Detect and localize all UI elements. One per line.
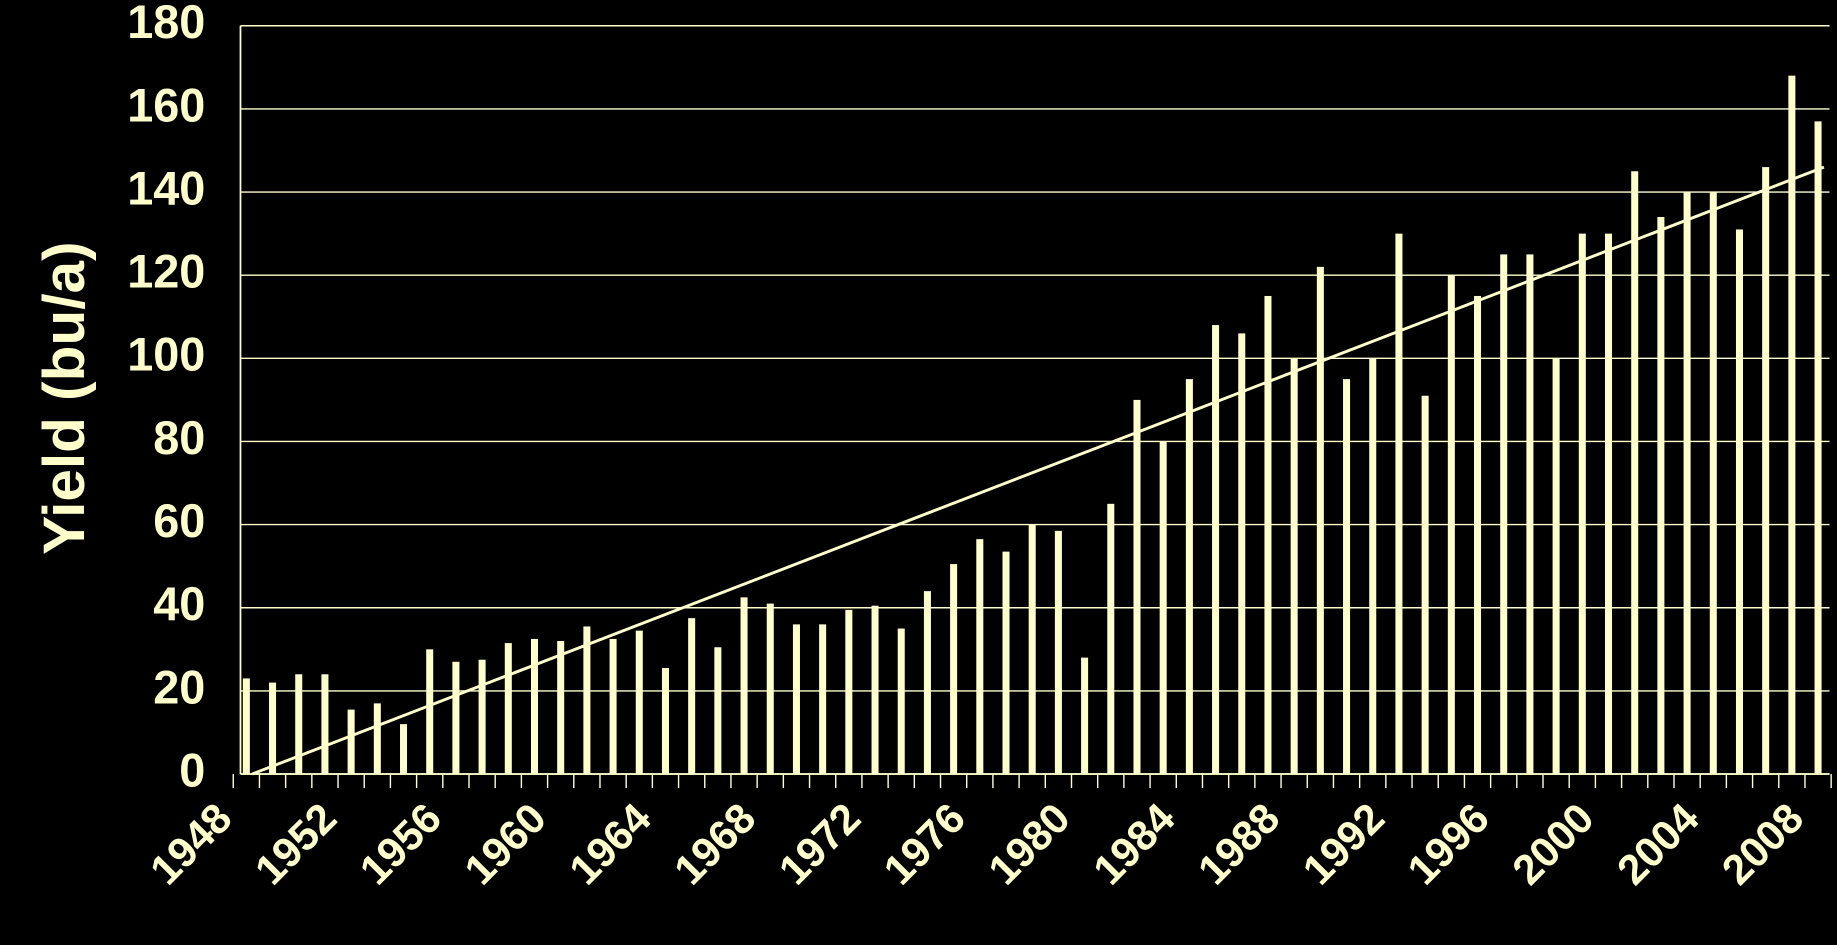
bar	[661, 668, 669, 775]
bar	[1762, 167, 1770, 775]
bar	[1552, 358, 1560, 775]
y-tick-label: 80	[153, 412, 205, 464]
bar	[1604, 233, 1613, 775]
bar	[1212, 325, 1220, 775]
bar	[1709, 192, 1717, 775]
bar	[688, 618, 696, 775]
bar	[1028, 524, 1036, 775]
bar	[819, 624, 827, 775]
bar	[1814, 121, 1822, 775]
bar	[1290, 358, 1298, 775]
bar	[347, 709, 355, 775]
trend-line	[251, 165, 1825, 776]
bar	[1631, 171, 1639, 775]
bar	[426, 649, 434, 775]
bar	[1081, 657, 1089, 775]
bar	[1447, 275, 1455, 775]
bar	[950, 564, 958, 775]
bar	[1788, 75, 1796, 775]
bar	[1054, 530, 1062, 775]
y-tick-label: 160	[127, 79, 205, 131]
bar	[242, 678, 250, 775]
bar	[1238, 333, 1246, 775]
bar	[871, 605, 879, 775]
y-tick-label: 40	[153, 578, 205, 630]
bar	[1578, 233, 1586, 775]
bar	[504, 643, 512, 775]
bar	[714, 647, 722, 775]
bar	[1395, 233, 1403, 775]
bar	[1500, 254, 1508, 775]
bar	[1369, 358, 1377, 775]
bar	[1264, 295, 1272, 775]
bar	[373, 703, 381, 775]
bar	[530, 638, 539, 775]
y-tick-label: 0	[179, 744, 205, 796]
bar	[792, 624, 800, 775]
bar	[1474, 295, 1482, 775]
bar	[478, 659, 486, 775]
y-tick-label: 180	[127, 0, 205, 48]
bar	[897, 628, 905, 775]
y-tick-label: 20	[153, 661, 205, 713]
bar	[321, 674, 329, 775]
bar	[976, 539, 984, 775]
y-axis-label: Yield (bu/a)	[32, 241, 97, 554]
bar	[1185, 379, 1193, 775]
bar	[452, 661, 460, 775]
bar	[269, 682, 277, 775]
y-tick-label: 120	[127, 246, 205, 298]
bar	[1735, 229, 1743, 775]
bar	[923, 591, 931, 775]
bar	[295, 674, 303, 775]
bar	[845, 609, 853, 775]
bar	[1002, 551, 1010, 775]
bar	[1133, 399, 1141, 775]
bar	[400, 724, 408, 775]
bar	[609, 638, 617, 775]
y-tick-label: 60	[153, 495, 205, 547]
bar	[1159, 441, 1167, 775]
bar	[740, 597, 748, 775]
bar	[1526, 254, 1534, 775]
bar	[766, 603, 774, 775]
bar	[1683, 192, 1691, 775]
bar	[1343, 379, 1351, 775]
y-tick-label: 140	[127, 162, 205, 214]
bar	[1657, 216, 1665, 775]
y-tick-label: 100	[127, 329, 205, 381]
bar	[583, 626, 591, 775]
bar	[635, 630, 643, 775]
bar	[1316, 266, 1324, 775]
bar	[1107, 503, 1115, 775]
bar	[1421, 395, 1429, 775]
bar	[557, 641, 565, 775]
